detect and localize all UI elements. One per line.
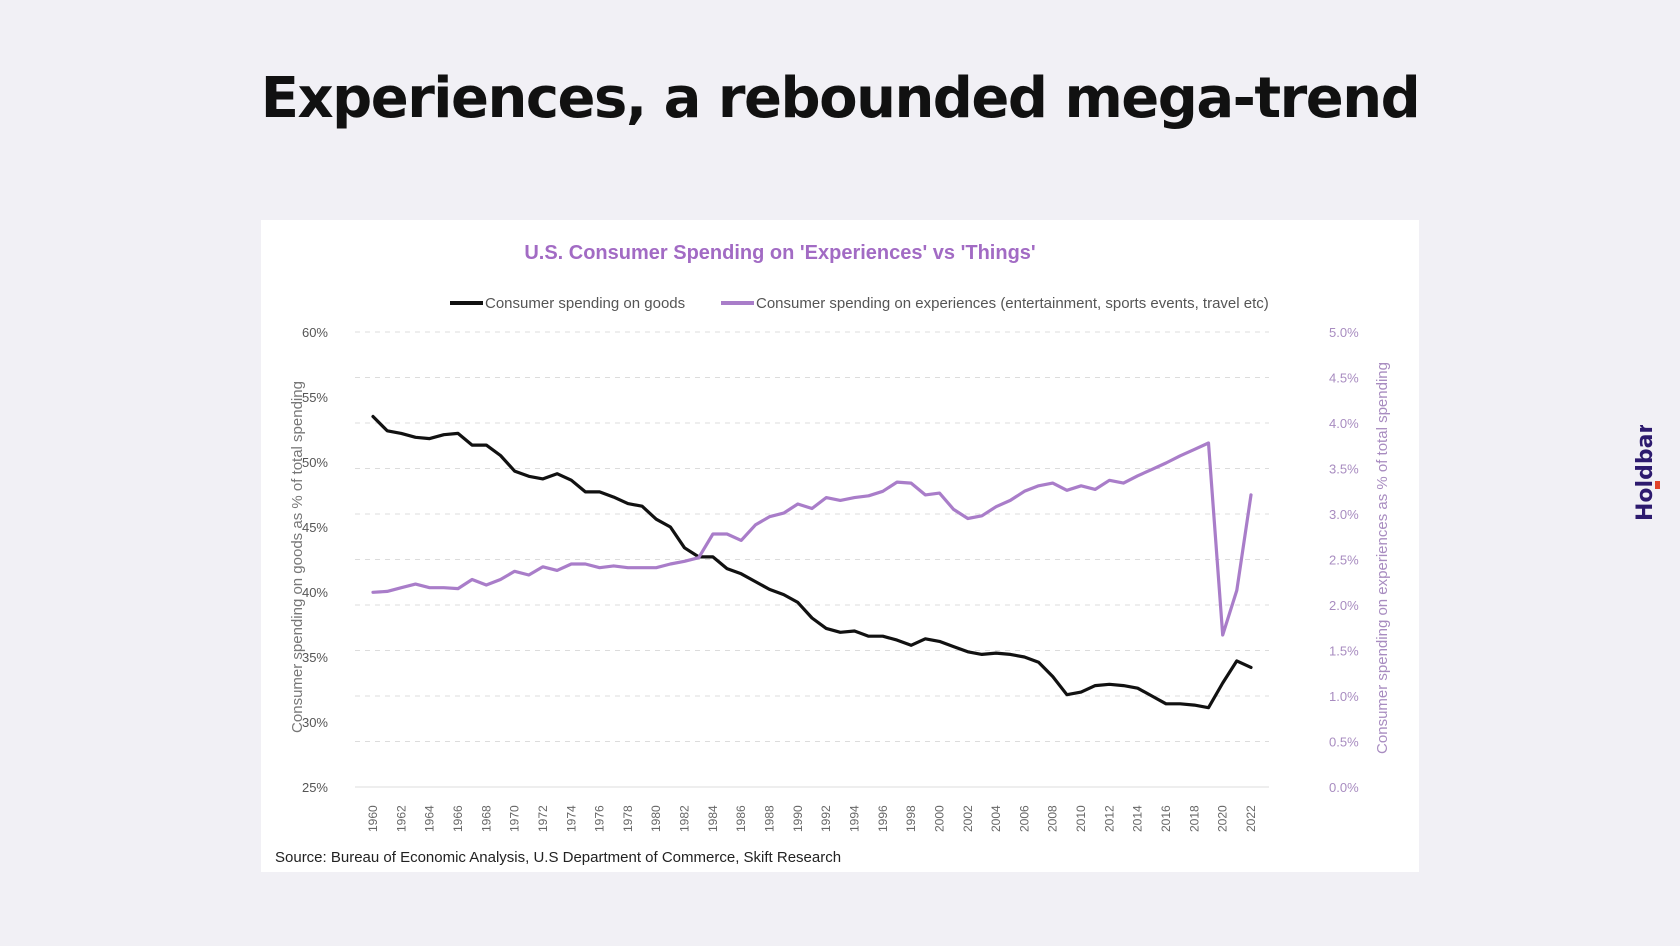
y-tick-right: 3.5% xyxy=(1329,462,1359,477)
x-tick: 1994 xyxy=(847,805,861,832)
x-tick: 1966 xyxy=(451,805,465,832)
y-tick-left: 45% xyxy=(302,520,328,535)
x-tick: 2012 xyxy=(1102,805,1116,832)
y-tick-left: 60% xyxy=(302,325,328,340)
y-axis-right-label: Consumer spending on experiences as % of… xyxy=(1374,362,1391,754)
x-tick: 1990 xyxy=(791,805,805,832)
y-tick-left: 25% xyxy=(302,780,328,795)
x-tick: 1978 xyxy=(621,805,635,832)
x-tick: 1960 xyxy=(366,805,380,832)
y-tick-right: 1.5% xyxy=(1329,644,1359,659)
x-tick: 2022 xyxy=(1244,805,1258,832)
x-tick: 1998 xyxy=(904,805,918,832)
x-tick: 2000 xyxy=(932,805,946,832)
legend: Consumer spending on goods Consumer spen… xyxy=(450,295,1269,312)
series-line-experiences xyxy=(371,441,1253,637)
x-tick: 1968 xyxy=(479,805,493,832)
gridlines xyxy=(355,331,1269,788)
x-tick: 2018 xyxy=(1187,805,1201,832)
y-tick-right: 3.0% xyxy=(1329,507,1359,522)
x-tick: 2004 xyxy=(989,805,1003,832)
y-tick-left: 50% xyxy=(302,455,328,470)
holdbar-logo: Holdbar xyxy=(1628,423,1664,525)
y-tick-right: 5.0% xyxy=(1329,325,1359,340)
y-tick-right: 4.0% xyxy=(1329,416,1359,431)
x-tick: 1988 xyxy=(763,805,777,832)
line-chart: U.S. Consumer Spending on 'Experiences' … xyxy=(275,242,1391,866)
x-tick: 1964 xyxy=(423,805,437,832)
y-tick-left: 40% xyxy=(302,585,328,600)
y-axis-right: 5.0% 4.5% 4.0% 3.5% 3.0% 2.5% 2.0% 1.5% 1.0% 0.5%… xyxy=(1329,325,1359,795)
series-line-goods xyxy=(371,414,1253,710)
x-tick: 1980 xyxy=(649,805,663,832)
logo-text: Holdbar xyxy=(1633,425,1658,521)
x-tick: 1986 xyxy=(734,805,748,832)
x-tick: 2002 xyxy=(961,805,975,832)
logo-accent-mark xyxy=(1655,481,1660,489)
x-tick: 2010 xyxy=(1074,805,1088,832)
page-title: Experiences, a rebounded mega-trend xyxy=(260,66,1421,131)
y-axis-left: 60% 55% 50% 45% 40% 35% 30% 25% xyxy=(302,325,328,795)
x-tick: 2016 xyxy=(1159,805,1173,832)
legend-label-goods: Consumer spending on goods xyxy=(485,295,685,312)
x-tick: 1974 xyxy=(564,805,578,832)
chart-title: U.S. Consumer Spending on 'Experiences' … xyxy=(524,242,1035,264)
x-tick: 1982 xyxy=(678,805,692,832)
x-axis: 1960 1962 1964 1966 1968 1970 1972 1974 1976 1978… xyxy=(366,805,1258,832)
x-tick: 1976 xyxy=(593,805,607,832)
x-tick: 2006 xyxy=(1017,805,1031,832)
x-tick: 1970 xyxy=(508,805,522,832)
x-tick: 2020 xyxy=(1216,805,1230,832)
series-lines xyxy=(371,414,1253,710)
x-tick: 1992 xyxy=(819,805,833,832)
y-tick-left: 30% xyxy=(302,715,328,730)
y-tick-right: 0.5% xyxy=(1329,735,1359,750)
source-note: Source: Bureau of Economic Analysis, U.S… xyxy=(275,849,841,866)
y-axis-left-label: Consumer spending on goods as % of total… xyxy=(289,381,306,733)
y-tick-right: 1.0% xyxy=(1329,689,1359,704)
x-tick: 1984 xyxy=(706,805,720,832)
y-tick-right: 4.5% xyxy=(1329,371,1359,386)
x-tick: 2014 xyxy=(1131,805,1145,832)
x-tick: 2008 xyxy=(1046,805,1060,832)
x-tick: 1996 xyxy=(876,805,890,832)
y-tick-right: 2.5% xyxy=(1329,553,1359,568)
y-tick-right: 0.0% xyxy=(1329,780,1359,795)
x-tick: 1972 xyxy=(536,805,550,832)
x-tick: 1962 xyxy=(394,805,408,832)
legend-label-experiences: Consumer spending on experiences (entert… xyxy=(756,295,1269,312)
y-tick-left: 35% xyxy=(302,650,328,665)
y-tick-right: 2.0% xyxy=(1329,598,1359,613)
y-tick-left: 55% xyxy=(302,390,328,405)
chart-panel: U.S. Consumer Spending on 'Experiences' … xyxy=(261,220,1419,872)
